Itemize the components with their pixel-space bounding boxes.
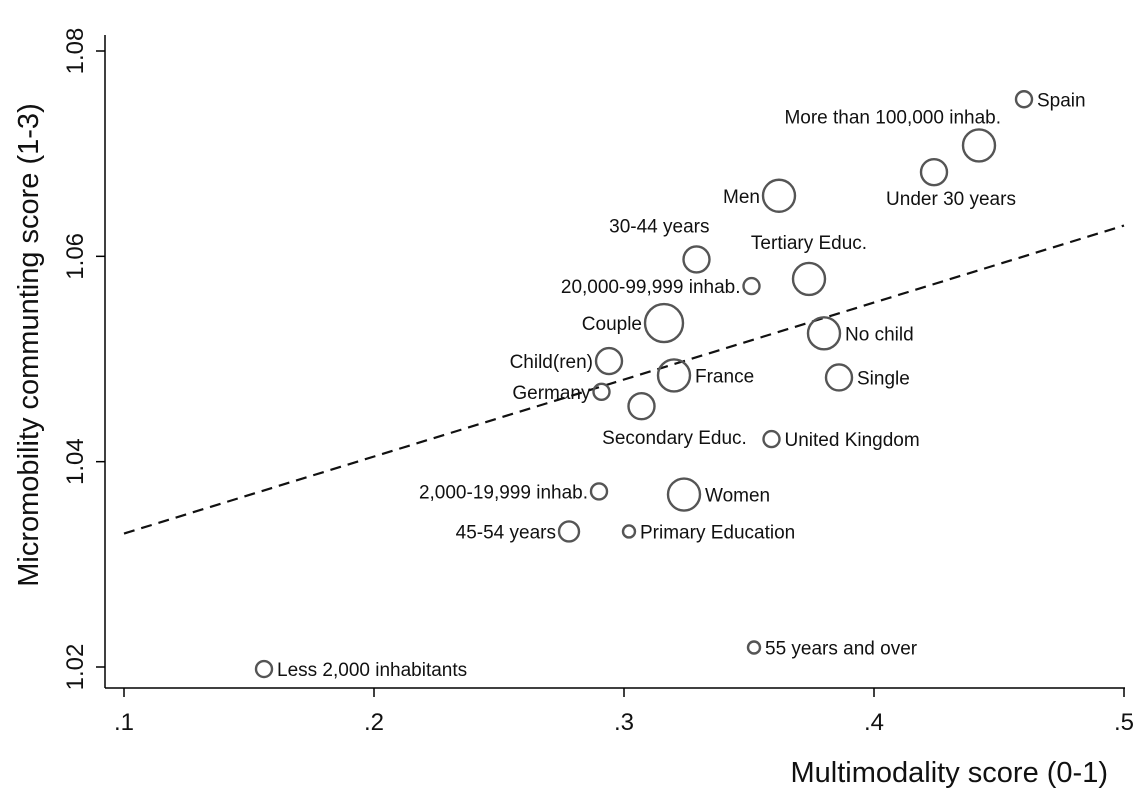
y-tick-label: 1.06 [62,233,89,280]
data-point [919,157,949,187]
data-point-label: Under 30 years [886,189,1016,210]
data-point [682,245,711,274]
data-point [594,346,624,376]
data-point [666,477,702,512]
data-point-label: United Kingdom [785,430,920,451]
data-point-label: Primary Education [640,522,795,543]
points-layer [254,90,1034,679]
y-axis-title: Micromobility communting score (1-3) [13,103,45,586]
y-tick-label: 1.02 [62,644,89,691]
x-tick-label: .4 [864,709,884,736]
data-point-label: Tertiary Educ. [751,233,867,254]
x-tick-label: .5 [1114,709,1134,736]
data-point [742,276,761,296]
data-point-label: Secondary Educ. [602,428,747,449]
data-point-label: Couple [582,314,642,335]
data-point [589,482,609,501]
data-point-label: Germany [512,383,591,404]
data-point-label: More than 100,000 inhab. [784,107,1001,128]
data-point [824,363,854,392]
fit-line-layer [123,224,1125,535]
data-point-label: Child(ren) [510,352,593,373]
data-point-label: Less 2,000 inhabitants [277,660,467,681]
data-point [557,520,581,543]
point-labels-layer: Spain More than 100,000 inhab. Under 30 ye… [277,90,1086,681]
data-point [762,429,781,449]
data-point-label: Spain [1037,90,1086,111]
y-tick-label: 1.04 [62,438,89,485]
data-point-label: Women [705,486,770,507]
data-point [656,358,692,393]
data-point-label: 20,000-99,999 inhab. [561,277,741,298]
data-point [746,640,762,655]
x-tick-label: .2 [364,709,384,736]
data-point-label: France [695,366,754,387]
data-point-label: 45-54 years [456,522,556,543]
data-point-label: 2,000-19,999 inhab. [419,482,588,503]
data-point [254,659,274,679]
x-ticks: .1 .2 .3 .4 .5 [114,688,1134,736]
data-point-label: 30-44 years [609,216,709,237]
x-tick-label: .3 [614,709,634,736]
data-point [627,392,656,421]
data-point [791,261,827,297]
data-point [643,302,685,344]
data-point [1014,90,1034,109]
data-point [806,316,842,351]
y-ticks: 1.02 1.04 1.06 1.08 [62,28,105,691]
data-point-label: 55 years and over [765,638,918,659]
y-tick-label: 1.08 [62,28,89,75]
data-point-label: Single [857,368,910,389]
axes [104,35,1125,689]
data-point [961,128,997,163]
x-axis-title: Multimodality score (0-1) [791,757,1108,789]
data-point-label: No child [845,324,914,345]
data-point [592,382,611,402]
x-tick-label: .1 [114,709,134,736]
data-point [621,524,637,539]
fit-line [123,224,1125,535]
data-point [761,178,797,213]
data-point-label: Men [723,187,760,208]
